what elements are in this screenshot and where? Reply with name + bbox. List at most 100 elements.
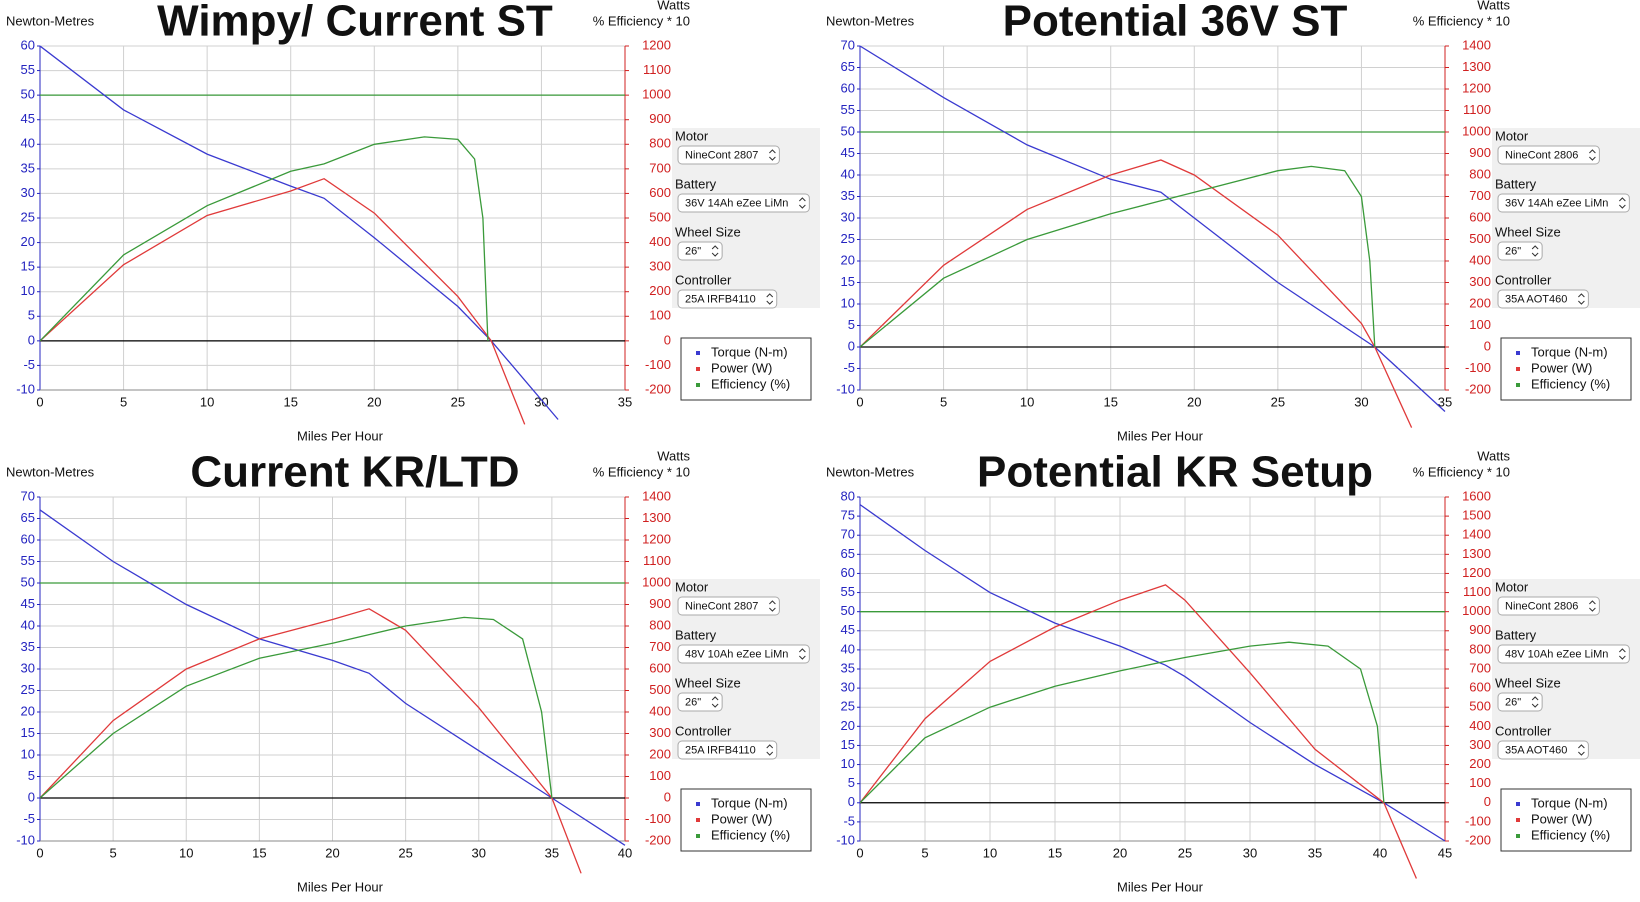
select-value[interactable]: NineCont 2806	[1505, 600, 1578, 612]
series-line	[860, 159, 1413, 428]
legend-box	[1500, 337, 1632, 401]
legend-swatch	[696, 818, 700, 822]
select-box[interactable]	[677, 692, 723, 712]
y2-axis-label: Watts	[1477, 448, 1510, 463]
x-tick-label: 30	[1354, 394, 1368, 409]
select-value[interactable]: 25A IRFB4110	[685, 293, 756, 305]
y-tick-label: -10	[16, 381, 35, 396]
select-value[interactable]: 35A AOT460	[1505, 744, 1567, 756]
x-axis-label: Miles Per Hour	[297, 428, 384, 443]
y-tick-label: 60	[841, 565, 855, 580]
legend-swatch	[1516, 802, 1520, 806]
control-label: Battery	[1495, 176, 1537, 191]
y-tick-label: -10	[16, 832, 35, 847]
select-box[interactable]	[1497, 193, 1630, 213]
y2-tick-label: 900	[1469, 145, 1491, 160]
x-axis-label: Miles Per Hour	[1117, 428, 1204, 443]
chart-panel: 0 5 10 15 20 25 30 35 40 -10 -5 0 5 10 15 20 25 30 35 40 45 5…	[6, 448, 820, 894]
x-tick-label: 40	[1373, 845, 1387, 860]
y2-tick-label: 800	[1469, 166, 1491, 181]
select-arrows	[1578, 744, 1585, 756]
select-box[interactable]	[1497, 145, 1600, 165]
y2-tick-label: 900	[1469, 622, 1491, 637]
select-box[interactable]	[677, 740, 778, 760]
y2-tick-label: 1400	[1462, 37, 1491, 52]
select-box[interactable]	[677, 289, 778, 309]
legend-swatch	[696, 802, 700, 806]
y-tick-label: 20	[841, 718, 855, 733]
chart-panel: 0 5 10 15 20 25 30 35 -10 -5 0 5 10 15 20 25 30 35 40 45 50 5…	[826, 0, 1640, 443]
y-tick-label: 80	[841, 488, 855, 503]
y-tick-label: 35	[21, 639, 35, 654]
select-value[interactable]: 36V 14Ah eZee LiMn	[1505, 197, 1608, 209]
select-value[interactable]: NineCont 2806	[1505, 149, 1578, 161]
y2-tick-label: 1300	[1462, 546, 1491, 561]
y2-tick-label: 1100	[643, 62, 671, 77]
y-tick-label: 60	[21, 531, 35, 546]
y-tick-label: 75	[841, 508, 855, 523]
select-value[interactable]: 26"	[1505, 245, 1521, 257]
select-box[interactable]	[677, 644, 810, 664]
series-group	[860, 45, 1446, 428]
y-tick-label: 60	[841, 80, 855, 95]
select-arrows	[769, 600, 776, 612]
x-tick-label: 20	[1113, 845, 1127, 860]
y2-tick-label: 1100	[643, 553, 671, 568]
select-value[interactable]: NineCont 2807	[685, 600, 758, 612]
control-label: Wheel Size	[1495, 224, 1561, 239]
legend-label: Efficiency (%)	[1531, 376, 1610, 391]
select-value[interactable]: 48V 10Ah eZee LiMn	[685, 648, 788, 660]
select-box[interactable]	[677, 145, 780, 165]
x-tick-label: 20	[367, 394, 381, 409]
select-arrows	[1589, 600, 1596, 612]
y2-axis-sublabel: % Efficiency * 10	[593, 464, 690, 479]
select-box[interactable]	[677, 241, 723, 261]
select-value[interactable]: 26"	[1505, 696, 1521, 708]
y2-tick-label: 1000	[642, 574, 671, 589]
control-label: Controller	[675, 723, 732, 738]
y2-tick-label: 400	[649, 703, 671, 718]
select-value[interactable]: 25A IRFB4110	[685, 744, 756, 756]
y-tick-label: 20	[21, 703, 35, 718]
select-value[interactable]: 48V 10Ah eZee LiMn	[1505, 648, 1608, 660]
select-box[interactable]	[1497, 692, 1543, 712]
y2-axis-label: Watts	[1477, 0, 1510, 12]
chart-title: Potential 36V ST	[1003, 0, 1348, 46]
select-value[interactable]: 26"	[685, 696, 701, 708]
select-box[interactable]	[677, 193, 810, 213]
select-value[interactable]: 35A AOT460	[1505, 293, 1567, 305]
select-value[interactable]: 36V 14Ah eZee LiMn	[685, 197, 788, 209]
y-tick-label: -5	[843, 813, 855, 828]
x-tick-label: 0	[36, 845, 43, 860]
y2-tick-label: -100	[645, 811, 671, 826]
select-box[interactable]	[1497, 241, 1543, 261]
y-tick-label: 55	[21, 62, 35, 77]
select-box[interactable]	[1497, 289, 1589, 309]
legend-box	[1500, 788, 1632, 852]
y-tick-label: 20	[841, 252, 855, 267]
select-box[interactable]	[1497, 596, 1600, 616]
select-box[interactable]	[677, 596, 780, 616]
x-tick-label: 25	[451, 394, 465, 409]
x-tick-label: 20	[1187, 394, 1201, 409]
select-box[interactable]	[1497, 644, 1630, 664]
select-box[interactable]	[1497, 740, 1589, 760]
legend-swatch	[696, 351, 700, 355]
legend-label: Power (W)	[711, 360, 772, 375]
select-value[interactable]: 26"	[685, 245, 701, 257]
y-tick-label: 10	[841, 756, 855, 771]
control-label: Wheel Size	[675, 224, 741, 239]
x-tick-label: 5	[120, 394, 127, 409]
y2-tick-label: 300	[649, 725, 671, 740]
y-tick-label: 45	[841, 145, 855, 160]
y2-tick-label: 300	[649, 259, 671, 274]
select-value[interactable]: NineCont 2807	[685, 149, 758, 161]
series-group	[860, 504, 1446, 879]
y2-axis-sublabel: % Efficiency * 10	[593, 13, 690, 28]
x-tick-label: 15	[252, 845, 266, 860]
y-tick-label: 25	[841, 699, 855, 714]
y-tick-label: 45	[841, 622, 855, 637]
y2-tick-label: 800	[649, 617, 671, 632]
x-tick-label: 15	[1048, 845, 1062, 860]
y-tick-label: 50	[21, 574, 35, 589]
